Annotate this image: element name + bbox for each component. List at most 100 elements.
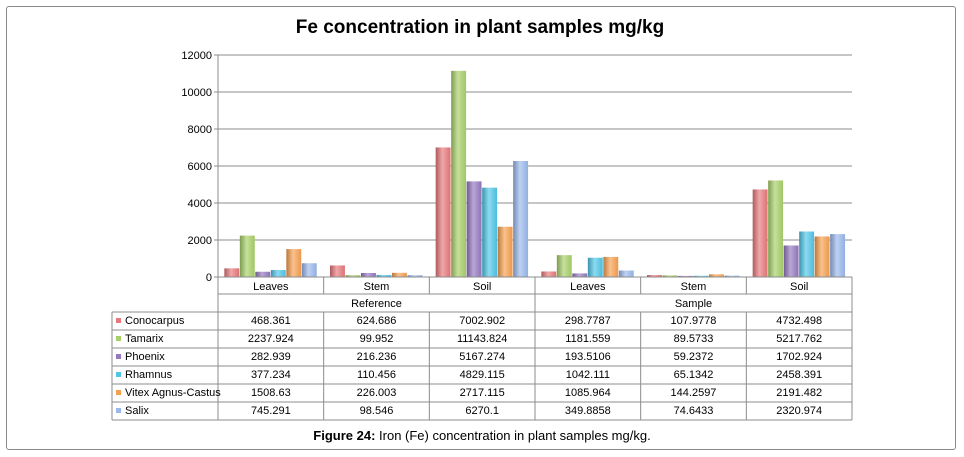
table-cell: 2458.391 [776, 369, 822, 381]
legend-swatch [116, 390, 121, 395]
bar-rhamnus-1 [376, 274, 392, 277]
bar-phoenix-4 [678, 275, 693, 277]
bar-phoenix-2 [466, 181, 482, 277]
table-cell: 1702.924 [776, 351, 822, 363]
bar-vitex-agnus-castus-4 [708, 274, 724, 277]
bar-rhamnus-0 [270, 270, 286, 277]
y-tick-label: 6000 [188, 161, 212, 173]
bar-vitex-agnus-castus-2 [497, 226, 513, 277]
table-cell: 2320.974 [776, 405, 822, 417]
bar-tamarix-4 [662, 275, 678, 277]
table-cell: 2237.924 [248, 333, 294, 345]
table-cell: 99.952 [360, 333, 394, 345]
legend-entry: Conocarpus [125, 315, 185, 327]
bar-conocarpus-4 [647, 275, 662, 277]
table-cell: 298.7787 [565, 315, 611, 327]
legend-swatch [116, 354, 121, 359]
bar-vitex-agnus-castus-0 [286, 249, 302, 277]
table-cell: 1042.111 [566, 369, 610, 381]
legend-entry: Rhamnus [125, 369, 173, 381]
x-tick-label: Soil [473, 281, 491, 293]
table-cell: 5217.762 [776, 333, 822, 345]
table-cell: 98.546 [360, 405, 394, 417]
bar-phoenix-1 [361, 272, 376, 277]
table-cell: 377.234 [251, 369, 291, 381]
bar-salix-3 [618, 270, 634, 277]
table-cell: 1508.63 [251, 387, 291, 399]
bar-conocarpus-0 [224, 268, 240, 277]
caption-text: Iron (Fe) concentration in plant samples… [375, 428, 651, 443]
bar-tamarix-5 [768, 180, 784, 277]
table-cell: 144.2597 [671, 387, 717, 399]
chart-title: Fe concentration in plant samples mg/kg [296, 17, 664, 38]
table-cell: 4829.115 [460, 369, 505, 381]
table-cell: 74.6433 [674, 405, 714, 417]
bar-vitex-agnus-castus-5 [814, 236, 830, 277]
table-cell: 4732.498 [776, 315, 822, 327]
bar-rhamnus-5 [799, 231, 815, 277]
legend-swatch [116, 336, 121, 341]
x-tick-label: Leaves [570, 281, 606, 293]
y-tick-label: 8000 [188, 124, 212, 136]
y-axis: 0 2000 4000 6000 8000 10000 12000 [181, 50, 219, 284]
table-cell: 2191.482 [776, 387, 822, 399]
bar-phoenix-5 [783, 245, 799, 277]
table-cell: 11143.824 [457, 333, 507, 345]
x-tick-label: Stem [681, 281, 707, 293]
bar-tamarix-0 [239, 235, 255, 277]
bar-rhamnus-3 [587, 257, 603, 277]
table-cell: 226.003 [357, 387, 397, 399]
group-label: Sample [675, 298, 712, 310]
y-tick-label: 4000 [188, 198, 212, 210]
table-cell: 1181.559 [565, 333, 610, 345]
bar-conocarpus-2 [435, 147, 451, 277]
table-cell: 65.1342 [674, 369, 714, 381]
bar-conocarpus-5 [752, 189, 768, 277]
table-cell: 89.5733 [674, 333, 714, 345]
legend-swatch [116, 372, 121, 377]
bar-rhamnus-4 [693, 275, 709, 277]
x-tick-label: Stem [364, 281, 390, 293]
bars [224, 70, 846, 277]
table-cell: 59.2372 [674, 351, 714, 363]
table-cell: 7002.902 [459, 315, 505, 327]
table-cell: 6270.1 [465, 405, 499, 417]
bar-salix-1 [407, 275, 423, 277]
table-cell: 2717.115 [460, 387, 505, 399]
table-cell: 5167.274 [459, 351, 505, 363]
y-tick-label: 10000 [181, 87, 212, 99]
bar-vitex-agnus-castus-3 [603, 256, 619, 277]
bar-salix-5 [830, 234, 846, 277]
legend-swatch [116, 318, 121, 323]
legend-entry: Salix [125, 405, 149, 417]
bar-salix-4 [724, 275, 740, 277]
bar-conocarpus-3 [541, 271, 557, 277]
bar-vitex-agnus-castus-1 [391, 272, 407, 277]
bar-salix-0 [301, 263, 317, 277]
table-cell: 107.9778 [671, 315, 717, 327]
y-tick-label: 12000 [181, 50, 212, 62]
bar-conocarpus-1 [330, 265, 345, 277]
bar-phoenix-0 [255, 271, 271, 277]
bar-tamarix-3 [556, 255, 572, 277]
bar-tamarix-1 [345, 275, 361, 277]
data-table: Leaves Stem Soil Leaves Stem Soil Reference Sam… [111, 276, 853, 421]
bar-salix-2 [513, 161, 529, 277]
bar-tamarix-2 [451, 70, 467, 277]
legend-swatch [116, 408, 121, 413]
x-tick-label: Soil [790, 281, 808, 293]
table-cell: 216.236 [357, 351, 397, 363]
y-tick-label: 2000 [188, 235, 212, 247]
figure-caption: Figure 24: Iron (Fe) concentration in pl… [0, 428, 964, 443]
table-cell: 1085.964 [565, 387, 611, 399]
table-cell: 745.291 [251, 405, 291, 417]
legend-entry: Phoenix [125, 351, 165, 363]
table-cell: 193.5106 [565, 351, 611, 363]
x-tick-label: Leaves [253, 281, 289, 293]
group-label: Reference [351, 298, 402, 310]
table-cell: 468.361 [251, 315, 291, 327]
legend-entry: Tamarix [125, 333, 164, 345]
table-cell: 282.939 [251, 351, 291, 363]
table-cell: 624.686 [357, 315, 397, 327]
